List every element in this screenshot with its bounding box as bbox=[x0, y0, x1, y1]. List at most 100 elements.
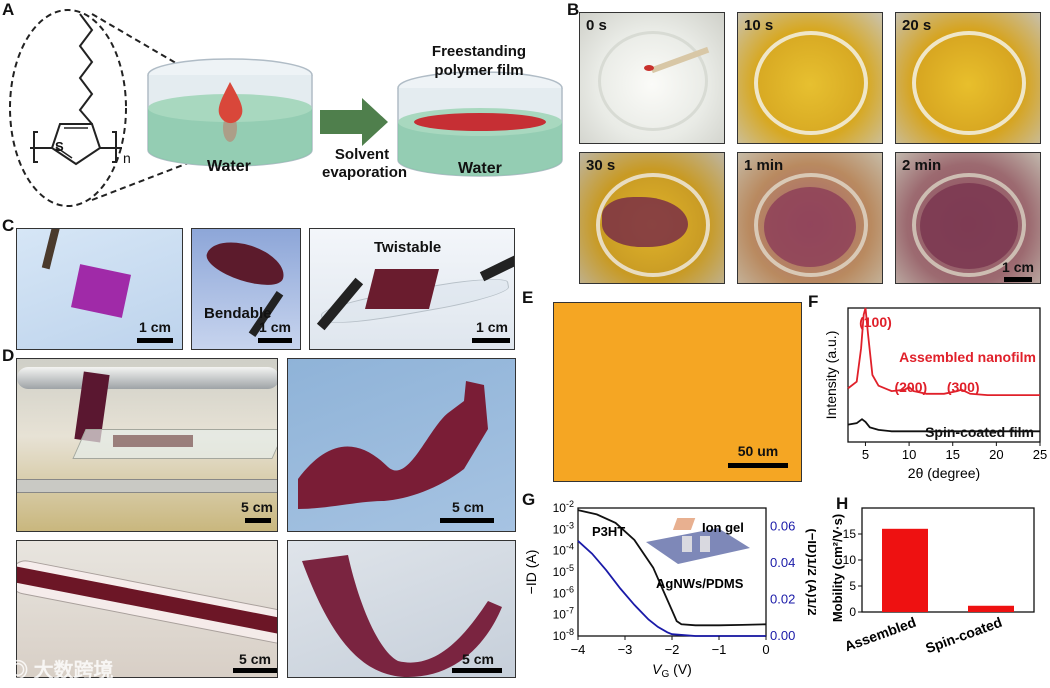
y-tick-label-g-right: 0.04 bbox=[770, 555, 795, 570]
time-label-30s: 30 s bbox=[586, 157, 616, 174]
scale-label-c3: 1 cm bbox=[476, 319, 508, 335]
x-label-sub: G bbox=[662, 669, 670, 680]
peak-label-300: (300) bbox=[947, 379, 980, 395]
series-line-g-log bbox=[577, 509, 767, 627]
y-axis-label-g-left: −ID (A) bbox=[523, 550, 539, 595]
freestanding-film-label: Freestanding polymer film bbox=[414, 42, 544, 80]
scale-bar-d2 bbox=[440, 518, 494, 523]
tick-base: 10 bbox=[553, 565, 567, 579]
device-channel bbox=[672, 518, 696, 530]
time-label-10s: 10 s bbox=[744, 17, 774, 34]
scale-label-d4: 5 cm bbox=[462, 651, 494, 667]
x-tick-label-f: 10 bbox=[902, 447, 916, 462]
inset-label-agnws: AgNWs/PDMS bbox=[656, 576, 744, 591]
photo-e-micrograph: 50 um bbox=[553, 302, 802, 482]
y-tick-label-g-right: 0.02 bbox=[770, 591, 795, 606]
panel-label-h: H bbox=[836, 494, 849, 513]
legend-assembled: Assembled nanofilm bbox=[899, 349, 1036, 365]
scale-label-c2: 1 cm bbox=[259, 319, 291, 335]
tick-base: 10 bbox=[553, 501, 567, 515]
photo-b-30s: 30 s bbox=[579, 152, 725, 284]
tick-exponent: -3 bbox=[566, 520, 574, 530]
y-tick-label-g-right: 0.06 bbox=[770, 518, 795, 533]
series-line-g-sqrt bbox=[577, 540, 766, 637]
tick-exponent: -6 bbox=[566, 584, 574, 594]
inset-label-p3ht: P3HT bbox=[592, 524, 625, 539]
series-line-f-1 bbox=[847, 418, 1040, 433]
scale-label-d1: 5 cm bbox=[241, 499, 273, 515]
bendable-label: Bendable bbox=[204, 305, 272, 322]
series-line-f-0 bbox=[847, 307, 1040, 396]
photo-c-bendable: Bendable 1 cm bbox=[191, 228, 301, 350]
y-tick-label-g-left: 10-8 bbox=[553, 627, 574, 643]
panel-label-f: F bbox=[808, 292, 819, 311]
watermark: ◎ 大数跨境 bbox=[8, 654, 114, 683]
transfer-curve-chart: −4 −3 −2 −1 010-210-310-410-510-610-710-80.0… bbox=[523, 499, 816, 680]
device-inset-substrate bbox=[646, 528, 750, 564]
scale-bar-c2 bbox=[258, 338, 292, 343]
photo-b-1min: 1 min bbox=[737, 152, 883, 284]
curved-film-shape bbox=[302, 555, 502, 677]
arrow-label-line1: Solvent bbox=[334, 146, 390, 163]
panel-label-g: G bbox=[522, 490, 536, 509]
panel-label-e: E bbox=[522, 288, 534, 307]
water-label-left: Water bbox=[207, 158, 251, 175]
watermark-text: 大数跨境 bbox=[33, 660, 114, 682]
y-axis-label-h: Mobility (cm²/V·s) bbox=[830, 514, 845, 622]
water-label-right: Water bbox=[458, 160, 502, 177]
scale-label-e: 50 um bbox=[737, 443, 779, 459]
bar-0 bbox=[882, 528, 928, 612]
xrd-chart: 5 10 15 20 25 2θ (degree) Intensity (a.u.) (100… bbox=[823, 307, 1047, 481]
time-label-1min: 1 min bbox=[744, 157, 784, 174]
wavy-film-shape bbox=[298, 381, 488, 509]
x-label-main: V bbox=[652, 661, 663, 677]
device-electrode-1 bbox=[682, 536, 692, 552]
panel-label-c: C bbox=[2, 216, 15, 235]
scale-label-b: 1 cm bbox=[1002, 259, 1034, 275]
tick-base: 10 bbox=[553, 586, 567, 600]
arrow-label-line2: evaporation bbox=[322, 164, 408, 181]
photo-b-20s: 20 s bbox=[895, 12, 1041, 144]
scale-bar-b bbox=[1004, 277, 1032, 282]
inset-label-ion-gel: Ion gel bbox=[702, 520, 744, 535]
photo-d-machine: 5 cm bbox=[16, 358, 278, 532]
photo-b-10s: 10 s bbox=[737, 12, 883, 144]
peak-label-200: (200) bbox=[894, 379, 927, 395]
twistable-label: Twistable bbox=[374, 239, 442, 256]
peak-label-100: (100) bbox=[859, 314, 892, 330]
y-tick-label-g-right: 0.00 bbox=[770, 628, 795, 643]
tick-exponent: -2 bbox=[566, 499, 574, 509]
time-label-20s: 20 s bbox=[902, 17, 932, 34]
panel-label-b: B bbox=[567, 0, 580, 19]
mobility-bar-chart: 0 5 10 15 Assembled Spin-coated Mobility (cm²/… bbox=[830, 507, 1035, 656]
scale-bar-d4 bbox=[452, 668, 502, 673]
tick-base: 10 bbox=[553, 629, 567, 643]
photo-d-wavy-film: 5 cm bbox=[287, 358, 516, 532]
photo-d-curved-film: 5 cm bbox=[287, 540, 516, 678]
category-label-h: Spin-coated bbox=[923, 614, 1004, 656]
watermark-icon: ◎ bbox=[8, 660, 28, 682]
y-tick-label-g-left: 10-6 bbox=[553, 584, 574, 600]
photo-d-tube: 5 cm bbox=[16, 540, 278, 678]
solvent-evaporation-label: Solvent evaporation bbox=[322, 146, 408, 182]
repeat-unit-n-label: n bbox=[123, 150, 131, 166]
x-tick-label-g: −3 bbox=[618, 642, 633, 657]
legend-spincoated: Spin-coated film bbox=[925, 424, 1034, 440]
y-axis-label-g-right: (−ID)1/2 (A)1/2 bbox=[805, 528, 816, 615]
photo-b-0s: 0 s bbox=[579, 12, 725, 144]
time-label-2min: 2 min bbox=[902, 157, 942, 174]
film-label-line2: polymer film bbox=[434, 62, 524, 79]
x-tick-label-f: 15 bbox=[945, 447, 959, 462]
x-label-unit: (V) bbox=[669, 661, 692, 677]
tick-exponent: -8 bbox=[566, 627, 574, 637]
y-tick-label-h: 10 bbox=[843, 553, 857, 567]
y-tick-label-h: 5 bbox=[849, 579, 856, 593]
y-tick-label-g-left: 10-2 bbox=[553, 499, 574, 515]
scale-bar-e bbox=[728, 463, 788, 468]
x-tick-label-g: 0 bbox=[762, 642, 769, 657]
scale-label-c1: 1 cm bbox=[139, 319, 171, 335]
film-label-line1: Freestanding bbox=[431, 43, 527, 60]
tick-base: 10 bbox=[553, 522, 567, 536]
x-axis-label-g: VG (V) bbox=[652, 661, 692, 680]
device-electrode-2 bbox=[700, 536, 710, 552]
